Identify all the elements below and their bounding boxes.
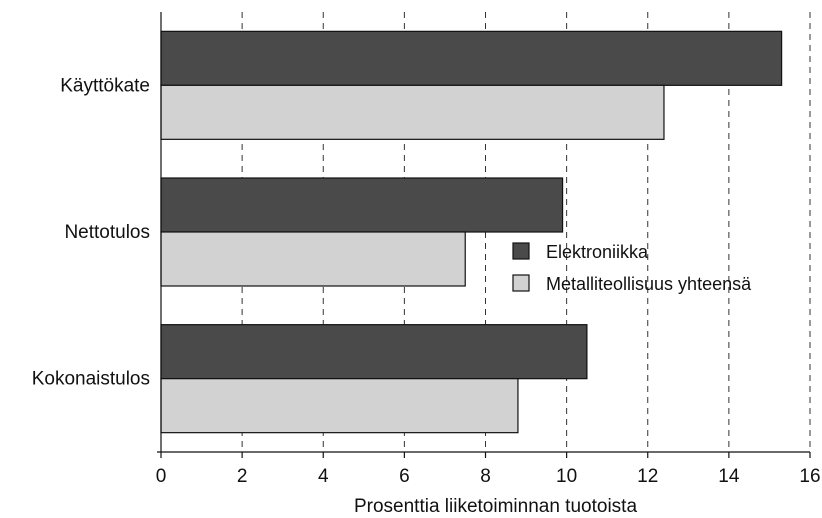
- bar: [160, 30, 783, 86]
- x-tick-label: 0: [156, 466, 167, 487]
- category-label: Käyttökate: [60, 75, 150, 96]
- legend-swatch: [512, 274, 530, 292]
- x-tick-label: 4: [318, 466, 329, 487]
- x-tick-label: 10: [556, 466, 577, 487]
- bars: [160, 30, 783, 434]
- category-label: Nettotulos: [64, 222, 150, 243]
- legend-label: Metalliteollisuus yhteensä: [546, 274, 752, 294]
- bar: [160, 231, 466, 287]
- x-tick-label: 2: [237, 466, 248, 487]
- x-tick-label: 14: [718, 466, 740, 487]
- x-tick-label: 8: [480, 466, 491, 487]
- category-labels: Käyttökate Nettotulos Kokonaistulos: [32, 75, 150, 389]
- category-label: Kokonaistulos: [32, 369, 150, 390]
- x-tick-label: 12: [637, 466, 658, 487]
- bar: [160, 324, 588, 380]
- x-axis-ticks: 0 2 4 6 8 10 12 14 16: [156, 452, 821, 487]
- x-axis-title: Prosenttia liiketoiminnan tuotoista: [354, 496, 637, 517]
- legend: Elektroniikka Metalliteollisuus yhteensä: [512, 242, 752, 294]
- legend-swatch: [512, 242, 530, 260]
- x-tick-label: 16: [799, 466, 820, 487]
- x-tick-label: 6: [399, 466, 410, 487]
- bar: [160, 84, 665, 140]
- bar: [160, 378, 519, 434]
- legend-label: Elektroniikka: [546, 242, 649, 262]
- bar: [160, 177, 564, 233]
